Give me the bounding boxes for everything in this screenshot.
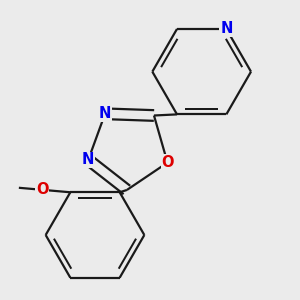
Text: N: N: [220, 21, 232, 36]
Text: O: O: [161, 155, 174, 170]
Text: N: N: [82, 152, 94, 167]
Text: N: N: [99, 106, 111, 121]
Text: O: O: [36, 182, 48, 197]
